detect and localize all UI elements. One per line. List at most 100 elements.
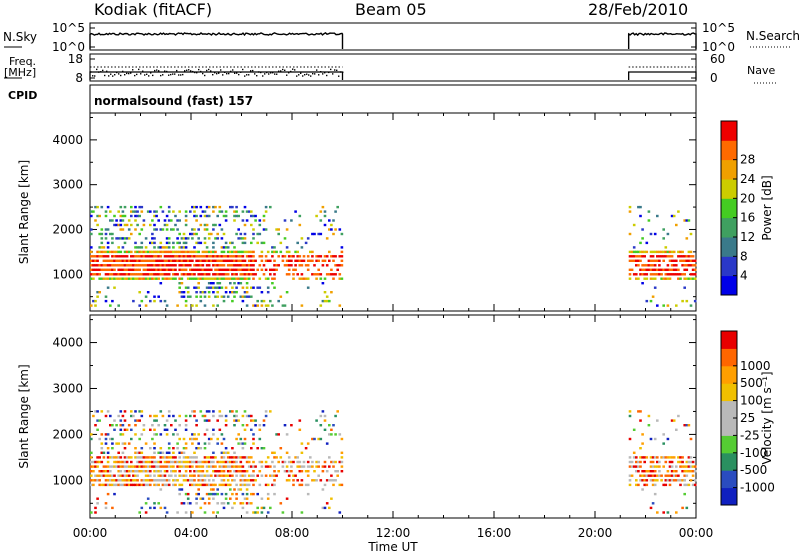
velocity-echo-cell <box>300 511 304 514</box>
velocity-echo-cell <box>319 414 323 418</box>
velocity-echo-cell <box>197 492 200 496</box>
velocity-echo-cell <box>172 460 175 464</box>
velocity-echo-cell <box>231 474 234 477</box>
velocity-echo-cell <box>632 456 636 459</box>
power-echo-cell <box>287 255 291 258</box>
power-echo-cell <box>205 250 209 254</box>
power-echo-cell <box>117 237 120 240</box>
velocity-echo-cell <box>229 483 232 487</box>
power-echo-cell <box>151 264 154 267</box>
power-echo-cell <box>258 264 262 267</box>
power-echo-cell <box>151 268 154 271</box>
velocity-echo-cell <box>311 479 314 482</box>
velocity-echo-cell <box>681 479 684 482</box>
velocity-panel-ytick-label: 4000 <box>52 336 83 350</box>
power-echo-cell <box>231 291 234 294</box>
power-echo-cell <box>134 205 137 209</box>
power-echo-cell <box>222 295 226 298</box>
velocity-echo-cell <box>252 465 255 468</box>
velocity-echo-cell <box>285 479 289 482</box>
velocity-echo-cell <box>668 479 672 482</box>
velocity-echo-cell <box>256 474 259 477</box>
power-echo-cell <box>218 205 222 209</box>
power-echo-cell <box>157 277 160 280</box>
velocity-echo-cell <box>212 497 215 500</box>
power-echo-cell <box>649 277 653 280</box>
power-echo-cell <box>264 259 268 262</box>
power-echo-cell <box>125 264 129 267</box>
power-echo-cell <box>165 273 169 276</box>
velocity-echo-cell <box>121 483 125 487</box>
power-echo-cell <box>260 250 264 254</box>
velocity-echo-cell <box>245 488 249 491</box>
freq-point <box>252 69 254 72</box>
power-echo-cell <box>233 277 236 280</box>
velocity-echo-cell <box>687 470 691 473</box>
power-echo-cell <box>90 273 93 276</box>
velocity-echo-cell <box>233 424 236 427</box>
velocity-echo-cell <box>285 433 289 436</box>
power-echo-cell <box>306 277 310 280</box>
power-echo-cell <box>157 259 160 262</box>
velocity-echo-cell <box>247 479 251 482</box>
velocity-echo-cell <box>111 442 114 445</box>
velocity-echo-cell <box>218 470 222 473</box>
velocity-echo-cell <box>96 410 99 413</box>
power-echo-cell <box>245 268 249 271</box>
velocity-echo-cell <box>201 465 205 468</box>
velocity-echo-cell <box>106 479 110 482</box>
velocity-echo-cell <box>273 479 276 482</box>
power-echo-cell <box>165 241 169 245</box>
power-echo-cell <box>184 273 188 276</box>
velocity-colorbar-swatch <box>721 452 737 471</box>
power-echo-cell <box>281 304 285 307</box>
power-echo-cell <box>195 304 198 307</box>
power-echo-cell <box>113 286 116 289</box>
power-echo-cell <box>247 277 251 280</box>
power-echo-cell <box>138 273 141 276</box>
velocity-echo-cell <box>287 460 291 464</box>
power-echo-cell <box>176 250 179 254</box>
velocity-echo-cell <box>325 470 329 473</box>
velocity-echo-cell <box>677 460 680 464</box>
velocity-echo-cell <box>256 492 259 496</box>
power-echo-cell <box>237 268 240 271</box>
power-echo-cell <box>218 264 222 267</box>
power-echo-cell <box>273 246 276 249</box>
velocity-echo-cell <box>306 483 310 487</box>
power-echo-cell <box>235 273 238 276</box>
velocity-echo-cell <box>235 474 238 477</box>
power-echo-cell <box>254 219 257 222</box>
power-echo-cell <box>176 237 179 240</box>
power-echo-cell <box>235 291 238 294</box>
power-echo-cell <box>237 228 240 231</box>
velocity-echo-cell <box>252 474 255 477</box>
power-echo-cell <box>224 259 228 262</box>
power-echo-cell <box>142 268 146 271</box>
power-echo-cell <box>226 277 230 280</box>
power-echo-cell <box>161 268 165 271</box>
velocity-echo-cell <box>130 465 133 468</box>
power-echo-cell <box>328 299 331 303</box>
freq-point <box>228 72 230 75</box>
power-echo-cell <box>104 214 108 218</box>
x-axis-label: Time UT <box>367 540 418 554</box>
freq-point <box>298 74 300 76</box>
power-echo-cell <box>121 237 125 240</box>
velocity-echo-cell <box>239 470 243 473</box>
velocity-echo-cell <box>683 465 686 468</box>
power-echo-cell <box>300 259 304 262</box>
velocity-echo-cell <box>165 470 169 473</box>
power-echo-cell <box>123 273 127 276</box>
power-echo-cell <box>140 259 144 262</box>
power-echo-cell <box>323 277 327 280</box>
power-echo-cell <box>218 223 222 227</box>
power-echo-cell <box>205 223 209 227</box>
velocity-echo-cell <box>283 470 287 473</box>
power-echo-cell <box>315 255 318 258</box>
power-echo-cell <box>159 259 163 262</box>
velocity-echo-cell <box>672 470 676 473</box>
velocity-echo-cell <box>323 483 327 487</box>
velocity-echo-cell <box>256 511 259 514</box>
power-echo-cell <box>306 264 310 267</box>
